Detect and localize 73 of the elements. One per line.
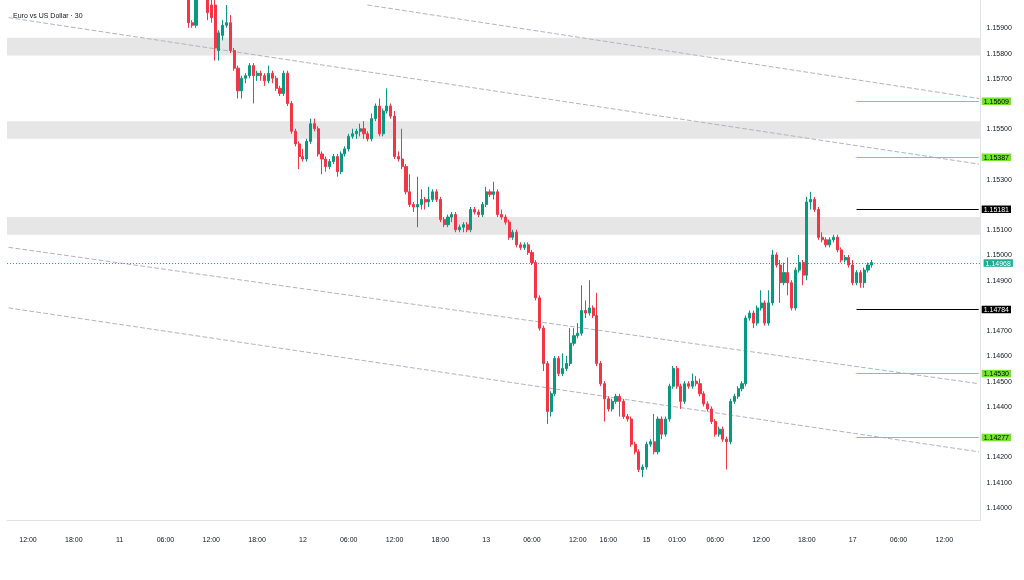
candlestick xyxy=(844,254,847,264)
candlestick xyxy=(729,398,732,445)
candlestick xyxy=(454,211,457,233)
candlestick xyxy=(622,398,625,420)
candlestick xyxy=(355,128,358,140)
candlestick xyxy=(752,309,755,329)
candlestick xyxy=(240,75,243,99)
candlestick xyxy=(473,206,476,216)
candlestick xyxy=(450,211,453,223)
candlestick xyxy=(863,267,866,289)
candlestick xyxy=(718,426,721,438)
candlestick xyxy=(569,327,572,367)
candlestick xyxy=(653,413,656,455)
candlestick xyxy=(488,188,492,198)
candlestick xyxy=(557,355,560,377)
candlestick xyxy=(523,241,526,251)
candlestick xyxy=(656,416,660,455)
candlestick xyxy=(691,373,694,390)
candlestick xyxy=(508,219,511,241)
candlestick xyxy=(362,120,366,140)
candlestick xyxy=(248,62,251,79)
candlestick xyxy=(870,259,873,269)
candlestick xyxy=(275,75,278,92)
candlestick xyxy=(611,398,614,412)
candlestick xyxy=(206,0,209,21)
candlestick xyxy=(851,259,854,286)
candlestick xyxy=(805,196,808,281)
candlestick xyxy=(802,259,805,286)
candlestick xyxy=(477,209,480,218)
candlestick xyxy=(859,269,862,289)
candlestick xyxy=(580,284,583,337)
candlestick xyxy=(763,299,766,327)
candlestick xyxy=(263,72,266,87)
candlestick xyxy=(431,188,434,203)
candlestick xyxy=(832,234,835,243)
candlestick xyxy=(737,385,740,400)
candlestick xyxy=(214,0,217,62)
candlestick xyxy=(492,181,495,200)
candlestick xyxy=(855,269,858,286)
candlestick xyxy=(332,153,335,165)
candlestick xyxy=(252,62,255,104)
candlestick xyxy=(267,65,270,84)
candlestick xyxy=(618,393,621,417)
candlestick xyxy=(259,70,262,82)
candlestick xyxy=(458,224,461,233)
candlestick xyxy=(340,150,343,175)
candlestick xyxy=(416,176,419,228)
candlestick xyxy=(588,279,591,317)
candlestick xyxy=(427,186,430,208)
candlestick xyxy=(466,221,469,233)
candlestick xyxy=(584,299,587,319)
candlestick xyxy=(194,0,198,29)
candlestick xyxy=(328,158,331,170)
candlestick xyxy=(446,214,450,228)
candlestick xyxy=(462,221,465,233)
candlestick xyxy=(511,229,514,241)
candlestick xyxy=(660,416,663,440)
candlestick xyxy=(561,352,564,377)
candlestick xyxy=(687,380,690,390)
candlestick xyxy=(336,153,339,178)
candlestick xyxy=(424,196,427,211)
candlestick xyxy=(469,206,472,233)
candlestick xyxy=(187,0,190,29)
candlestick xyxy=(496,188,499,218)
candlestick xyxy=(683,380,686,405)
candlestick xyxy=(515,229,518,248)
candlestick xyxy=(782,262,786,286)
candlestick xyxy=(359,123,362,137)
candlestick xyxy=(256,70,259,82)
candlestick xyxy=(824,236,828,248)
candlestick xyxy=(378,97,381,137)
candlestick xyxy=(828,236,831,248)
candlestick xyxy=(282,70,285,97)
